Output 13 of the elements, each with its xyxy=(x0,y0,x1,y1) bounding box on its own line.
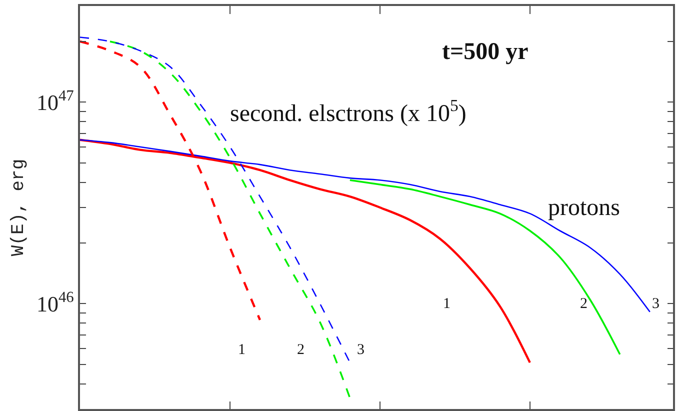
annotation: 1 xyxy=(443,296,450,312)
annotation: 3 xyxy=(652,296,660,312)
annotation: 2 xyxy=(297,342,304,358)
line-series xyxy=(349,179,621,356)
annotation: second. elsctrons (x 10$^{5}$) xyxy=(230,96,466,128)
annotation: 1 xyxy=(238,342,246,358)
y-axis-title: W(E), erg xyxy=(9,158,30,256)
annotation: t=500 yr xyxy=(442,39,529,65)
annotation: protons xyxy=(548,195,620,221)
annotation: 2 xyxy=(580,296,588,312)
annotation: 3 xyxy=(357,342,364,358)
y-tick-label: 10$^{47}$ xyxy=(36,88,74,115)
y-tick-label: 10$^{46}$ xyxy=(36,289,74,316)
